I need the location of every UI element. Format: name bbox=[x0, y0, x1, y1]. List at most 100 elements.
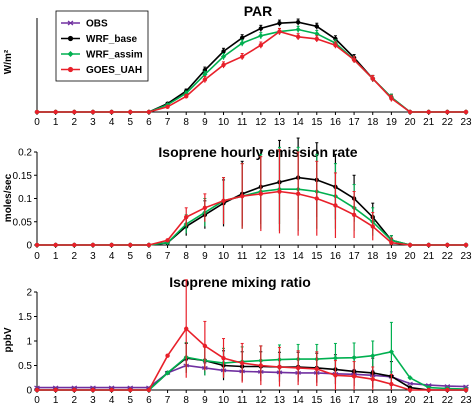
data-point bbox=[295, 19, 301, 25]
y-tick-label: 0.05 bbox=[13, 217, 33, 228]
series-WRF_assim bbox=[34, 146, 469, 248]
x-tick-label: 17 bbox=[349, 251, 361, 262]
series-GOES_UAH bbox=[34, 149, 469, 248]
series-WRF_assim bbox=[34, 321, 469, 393]
data-point bbox=[128, 387, 133, 393]
x-tick-label: 11 bbox=[237, 251, 248, 262]
x-tick-label: 12 bbox=[255, 395, 267, 404]
data-point bbox=[295, 191, 301, 197]
x-tick-label: 9 bbox=[202, 395, 208, 404]
panel-title: Isoprene hourly emission rate bbox=[158, 144, 357, 160]
x-tick-label: 1 bbox=[53, 117, 59, 128]
y-tick-label: 0.1 bbox=[18, 194, 32, 205]
y-tick-label: 0 bbox=[26, 241, 32, 252]
data-point bbox=[53, 109, 58, 115]
x-tick-label: 2 bbox=[72, 395, 78, 404]
data-point bbox=[258, 26, 264, 31]
x-tick-label: 12 bbox=[255, 117, 267, 128]
x-tick-label: 21 bbox=[423, 395, 435, 404]
data-point bbox=[351, 355, 357, 361]
data-point bbox=[370, 353, 376, 359]
series-line bbox=[37, 188, 466, 246]
data-point bbox=[90, 242, 96, 248]
x-tick-label: 8 bbox=[183, 251, 189, 262]
data-point bbox=[351, 212, 357, 217]
x-tick-label: 8 bbox=[183, 117, 189, 128]
data-point bbox=[407, 109, 413, 115]
x-tick-label: 14 bbox=[293, 395, 305, 404]
x-tick-label: 11 bbox=[237, 395, 248, 404]
panel-3: 00.511.520 1 2 3 4 5 6 7 8 9 10 11 12 13 14 15 16 17 18 19 2… bbox=[3, 274, 472, 404]
x-tick-label: 1 bbox=[53, 395, 59, 404]
data-point bbox=[72, 109, 77, 115]
legend-label: WRF_base bbox=[86, 34, 138, 45]
panel-1: 0 1 2 3 4 5 6 7 8 9 10 11 12 13 14 15 16 17 18 19 20 21 22 23PA… bbox=[3, 3, 472, 128]
data-point bbox=[34, 242, 40, 248]
data-point bbox=[463, 387, 469, 393]
x-tick-label: 5 bbox=[127, 251, 133, 262]
x-tick-label: 7 bbox=[165, 117, 171, 128]
x-tick-label: 5 bbox=[127, 117, 133, 128]
x-tick-label: 7 bbox=[165, 251, 171, 262]
x-tick-label: 15 bbox=[311, 251, 323, 262]
data-point bbox=[258, 363, 264, 368]
data-point bbox=[445, 109, 450, 115]
legend-item-GOES_UAH: GOES_UAH bbox=[61, 65, 142, 76]
panel-title: Isoprene mixing ratio bbox=[169, 274, 311, 290]
x-tick-label: 1 bbox=[53, 251, 59, 262]
data-point bbox=[34, 109, 40, 115]
x-tick-label: 22 bbox=[442, 117, 454, 128]
x-tick-label: 14 bbox=[293, 117, 305, 128]
data-point bbox=[277, 189, 282, 194]
data-point bbox=[333, 373, 338, 378]
x-tick-label: 10 bbox=[218, 117, 230, 128]
x-tick-label: 23 bbox=[460, 395, 472, 404]
data-point bbox=[277, 364, 282, 370]
x-tick-label: 17 bbox=[349, 395, 361, 404]
x-tick-label: 6 bbox=[146, 251, 152, 262]
x-tick-label: 11 bbox=[237, 117, 248, 128]
data-point bbox=[239, 40, 245, 46]
data-point bbox=[202, 71, 208, 77]
y-tick-label: 0.2 bbox=[18, 148, 32, 159]
data-point bbox=[314, 31, 320, 37]
data-point bbox=[426, 384, 432, 391]
data-point bbox=[445, 242, 450, 248]
data-point bbox=[407, 242, 413, 248]
data-point bbox=[221, 355, 226, 361]
data-point bbox=[221, 62, 226, 68]
data-point bbox=[407, 387, 413, 393]
series-line bbox=[37, 190, 466, 246]
series-line bbox=[37, 364, 467, 389]
data-point bbox=[239, 360, 245, 366]
x-tick-label: 13 bbox=[274, 251, 286, 262]
x-tick-label: 6 bbox=[146, 117, 152, 128]
data-point bbox=[389, 240, 394, 245]
data-point bbox=[184, 94, 189, 99]
data-point bbox=[333, 203, 338, 208]
data-point bbox=[314, 24, 319, 29]
data-point bbox=[221, 49, 226, 54]
legend-marker bbox=[67, 20, 74, 26]
data-point bbox=[202, 343, 208, 349]
y-tick-label: 0.5 bbox=[18, 361, 32, 372]
data-point bbox=[463, 242, 469, 248]
data-point bbox=[146, 109, 152, 115]
x-tick-label: 13 bbox=[274, 117, 286, 128]
series-GOES_UAH bbox=[34, 27, 469, 115]
series-line bbox=[37, 357, 466, 391]
data-point bbox=[295, 26, 301, 33]
y-tick-label: 1.5 bbox=[18, 312, 32, 323]
data-point bbox=[184, 326, 189, 331]
data-point bbox=[389, 96, 394, 101]
series-GOES_UAH bbox=[34, 279, 469, 393]
x-tick-label: 15 bbox=[311, 117, 323, 128]
x-tick-label: 3 bbox=[90, 395, 96, 404]
x-tick-label: 5 bbox=[127, 395, 133, 404]
legend-label: WRF_assim bbox=[86, 50, 143, 61]
data-point bbox=[146, 387, 152, 393]
y-axis-title: W/m² bbox=[3, 49, 14, 74]
x-tick-label: 20 bbox=[404, 117, 416, 128]
data-point bbox=[165, 238, 170, 243]
